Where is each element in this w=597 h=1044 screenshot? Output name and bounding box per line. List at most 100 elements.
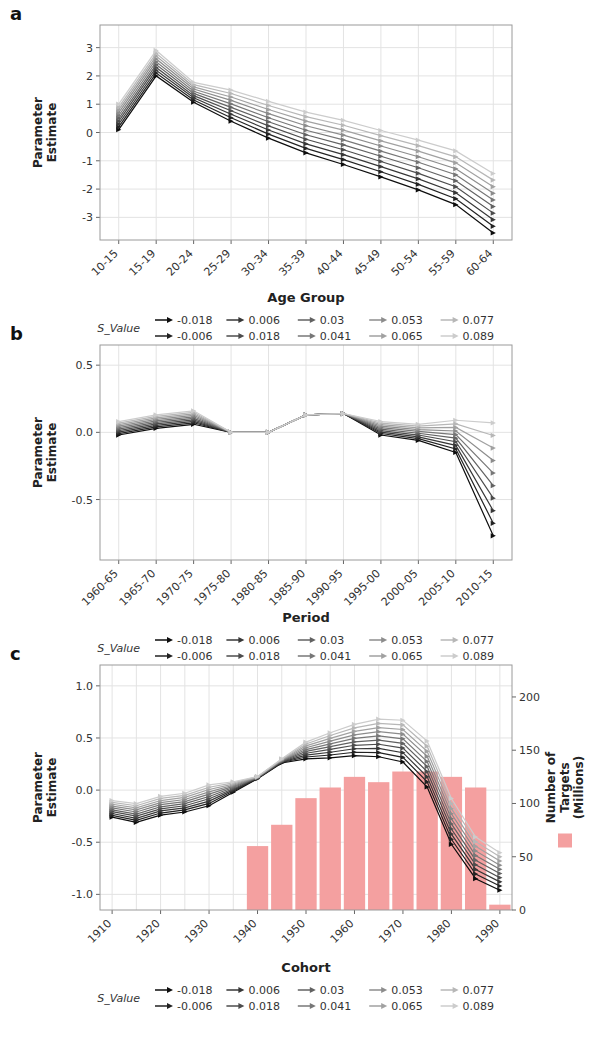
legend-marker (167, 653, 173, 659)
legend-marker (453, 317, 459, 323)
marker (376, 717, 381, 722)
axis-label-line: Parameter (31, 752, 45, 823)
marker (473, 867, 478, 872)
legend-line (369, 639, 383, 641)
marker (491, 230, 496, 235)
axis-label-line: Number of (544, 751, 558, 823)
tick-mark (96, 132, 100, 133)
marker (228, 430, 233, 435)
marker (491, 184, 496, 189)
marker (497, 871, 502, 876)
line (119, 414, 494, 461)
tick-mark (512, 750, 516, 751)
marker (473, 853, 478, 858)
axis-label-line: Estimate (45, 103, 59, 163)
legend-line (226, 989, 240, 991)
marker (303, 146, 308, 151)
legend-marker (310, 317, 316, 323)
legend-marker (167, 637, 173, 643)
marker (352, 722, 357, 727)
legend-label: 0.041 (320, 650, 352, 663)
marker (266, 127, 271, 132)
tick-label: 0.0 (76, 426, 94, 439)
marker (416, 149, 421, 154)
legend-label: -0.006 (177, 330, 212, 343)
axis-label: ParameterEstimate (31, 97, 59, 168)
marker (491, 211, 496, 216)
marker (473, 871, 478, 876)
marker (491, 433, 496, 438)
line (112, 723, 500, 856)
marker (376, 750, 381, 755)
line (119, 50, 494, 173)
tick-label: 25-29 (201, 247, 233, 279)
marker (376, 721, 381, 726)
line (119, 67, 494, 213)
tick-label: -1 (82, 155, 93, 168)
bar (392, 772, 413, 910)
grid-line (493, 345, 494, 560)
legend-marker (310, 987, 316, 993)
axis-label: Age Group (267, 290, 344, 305)
tick-mark (209, 910, 210, 914)
marker (497, 867, 502, 872)
legend: S_Value-0.018-0.0060.0060.0180.030.0410.… (97, 634, 494, 663)
marker (416, 143, 421, 148)
tick-mark (306, 240, 307, 244)
legend-label: 0.03 (320, 984, 345, 997)
marker (303, 128, 308, 133)
tick-mark (512, 803, 516, 804)
line (119, 65, 494, 207)
legend-marker (238, 653, 244, 659)
marker (491, 224, 496, 229)
marker (303, 412, 308, 417)
marker (400, 750, 405, 755)
marker (400, 745, 405, 750)
panel-title: c (10, 643, 21, 664)
marker (491, 420, 496, 425)
marker (376, 725, 381, 730)
marker (228, 430, 233, 435)
tick-label: -1.0 (72, 888, 93, 901)
tick-label: 1970-75 (154, 567, 196, 609)
marker (341, 411, 346, 416)
marker (303, 141, 308, 146)
legend: S_Value-0.018-0.0060.0060.0180.030.0410.… (97, 984, 494, 1013)
marker (491, 508, 496, 513)
legend-marker (381, 637, 387, 643)
marker (378, 164, 383, 169)
line (112, 744, 500, 877)
legend-label: 0.03 (320, 634, 345, 647)
tick-label: 1960 (328, 917, 357, 946)
marker (378, 419, 383, 424)
marker (303, 412, 308, 417)
legend-label: 0.053 (391, 634, 423, 647)
line (119, 53, 494, 180)
legend-label: 0.006 (248, 634, 280, 647)
marker (473, 834, 478, 839)
panel: -0.50.00.51960-651965-701970-751975-8019… (10, 323, 512, 663)
marker (228, 430, 233, 435)
legend-line (226, 1005, 240, 1007)
tick-label: 50-54 (389, 247, 421, 279)
line (112, 752, 500, 886)
panel-title: b (10, 323, 23, 344)
marker (341, 411, 346, 416)
grid-line (231, 345, 232, 560)
marker (400, 727, 405, 732)
line (112, 719, 500, 852)
legend-marker (453, 637, 459, 643)
marker (491, 204, 496, 209)
grid-line (380, 25, 381, 240)
marker (266, 123, 271, 128)
legend-label: 0.018 (248, 330, 280, 343)
legend-label: 0.041 (320, 330, 352, 343)
marker (341, 132, 346, 137)
line (119, 414, 494, 524)
tick-mark (257, 910, 258, 914)
tick-mark (493, 560, 494, 564)
marker (182, 791, 187, 796)
marker (228, 430, 233, 435)
marker (228, 430, 233, 435)
grid-line (193, 345, 194, 560)
